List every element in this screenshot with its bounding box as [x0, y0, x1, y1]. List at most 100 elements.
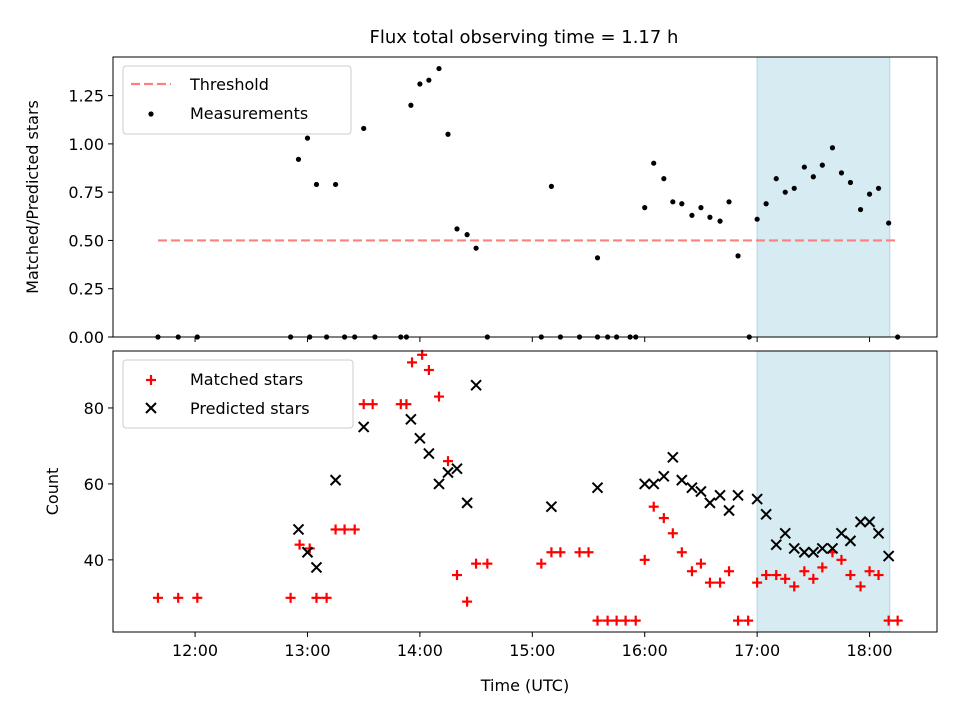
matched-star-point [630, 615, 641, 626]
observing-window-span [756, 56, 891, 338]
matched-star-point [536, 558, 547, 569]
measurement-point [838, 170, 845, 176]
x-tick-label: 13:00 [284, 641, 330, 660]
matched-star-point [761, 570, 772, 581]
matched-star-point [285, 592, 296, 603]
measurement-point [857, 206, 864, 213]
measurement-point [875, 185, 882, 191]
predicted-star-point [667, 451, 679, 464]
predicted-star-point [798, 546, 811, 558]
x-tick-label: 18:00 [846, 641, 892, 660]
measurement-point [801, 164, 807, 170]
measurement-point [304, 135, 311, 141]
predicted-star-point [695, 485, 707, 498]
matched-star-point [330, 524, 341, 535]
predicted-star-point [357, 421, 370, 433]
matched-star-point [471, 558, 482, 569]
measurement-point [819, 162, 825, 168]
legend-measurements-label: Measurements [190, 104, 308, 123]
measurement-point [773, 176, 779, 182]
predicted-star-point [414, 432, 426, 445]
ratio-panel: 0.00 0.25 0.50 0.75 1.00 1.25 Matched/Predict… [23, 56, 938, 347]
predicted-star-point [310, 561, 323, 574]
measurement-point [726, 199, 732, 205]
ratio-y-axis-label: Matched/Predicted stars [23, 100, 42, 294]
matched-star-point [855, 581, 866, 592]
predicted-star-point [732, 489, 744, 502]
matched-star-point [358, 399, 369, 410]
y-tick-label: 0.50 [68, 231, 104, 250]
legend-plus-marker [146, 375, 156, 385]
matched-star-point [817, 562, 828, 573]
measurement-point [426, 77, 432, 83]
measurement-point [548, 183, 555, 189]
predicted-star-point [423, 447, 435, 460]
matched-star-point [349, 524, 360, 535]
ratio-plot-frame [112, 56, 938, 338]
predicted-star-point [723, 504, 735, 517]
legend-predicted-swatch [145, 402, 157, 414]
measurement-point [445, 131, 451, 137]
legend-x-marker [145, 402, 157, 414]
measurement-point [810, 174, 816, 180]
measurement-point [847, 179, 854, 186]
matched-star-point [789, 581, 800, 592]
predicted-star-point [545, 500, 558, 513]
matched-star-point [173, 592, 184, 603]
matched-star-point [883, 615, 894, 626]
predicted-star-point [442, 466, 454, 479]
predicted-star-point [329, 474, 342, 486]
ratio-y-axis: 0.00 0.25 0.50 0.75 1.00 1.25 [68, 87, 113, 347]
legend-measurement-swatch [148, 111, 154, 117]
matched-star-point [667, 528, 678, 539]
matched-star-point [780, 573, 791, 584]
predicted-star-point [639, 478, 651, 490]
measurement-point [866, 191, 873, 197]
measurement-point [735, 253, 741, 259]
matched-star-point [836, 554, 847, 565]
measurement-point [829, 145, 836, 151]
legend-threshold-label: Threshold [189, 75, 269, 94]
measurement-point [642, 205, 648, 211]
matched-star-point [434, 391, 445, 402]
count-y-axis-label: Count [43, 468, 62, 516]
predicted-star-point [433, 478, 445, 490]
measurement-point [754, 216, 760, 222]
matched-star-point [639, 554, 650, 565]
matched-star-point [658, 513, 669, 524]
matched-star-point [407, 357, 418, 368]
measurement-point [454, 226, 460, 232]
matched-star-point [339, 524, 350, 535]
measurement-point [661, 176, 667, 182]
count-points [152, 349, 903, 626]
predicted-star-point [770, 538, 782, 551]
ratio-legend-box [122, 65, 352, 135]
predicted-star-point [714, 489, 726, 502]
matched-star-point [152, 592, 163, 603]
matched-star-point [546, 547, 557, 558]
measurement-point [332, 181, 339, 188]
measurement-point [361, 125, 367, 132]
predicted-star-point [882, 550, 895, 562]
matched-star-point [686, 566, 697, 577]
y-tick-label: 0.25 [68, 280, 104, 299]
measurement-point [763, 201, 769, 207]
x-tick-label: 17:00 [734, 641, 780, 660]
matched-star-point [367, 399, 378, 410]
predicted-star-point [470, 379, 482, 391]
ratio-x-ticks [194, 337, 871, 342]
predicted-star-point [807, 546, 820, 558]
matched-star-point [555, 547, 566, 558]
measurement-point [464, 232, 470, 238]
matched-star-point [771, 570, 782, 581]
predicted-star-point [686, 481, 698, 494]
x-axis-label: Time (UTC) [480, 676, 569, 695]
matched-star-point [648, 501, 659, 512]
matched-star-point [321, 592, 332, 603]
predicted-star-point [788, 542, 800, 555]
matched-star-point [864, 566, 875, 577]
measurement-point [791, 185, 797, 191]
legend-predicted-label: Predicted stars [190, 399, 310, 418]
observing-window-span [756, 350, 891, 633]
